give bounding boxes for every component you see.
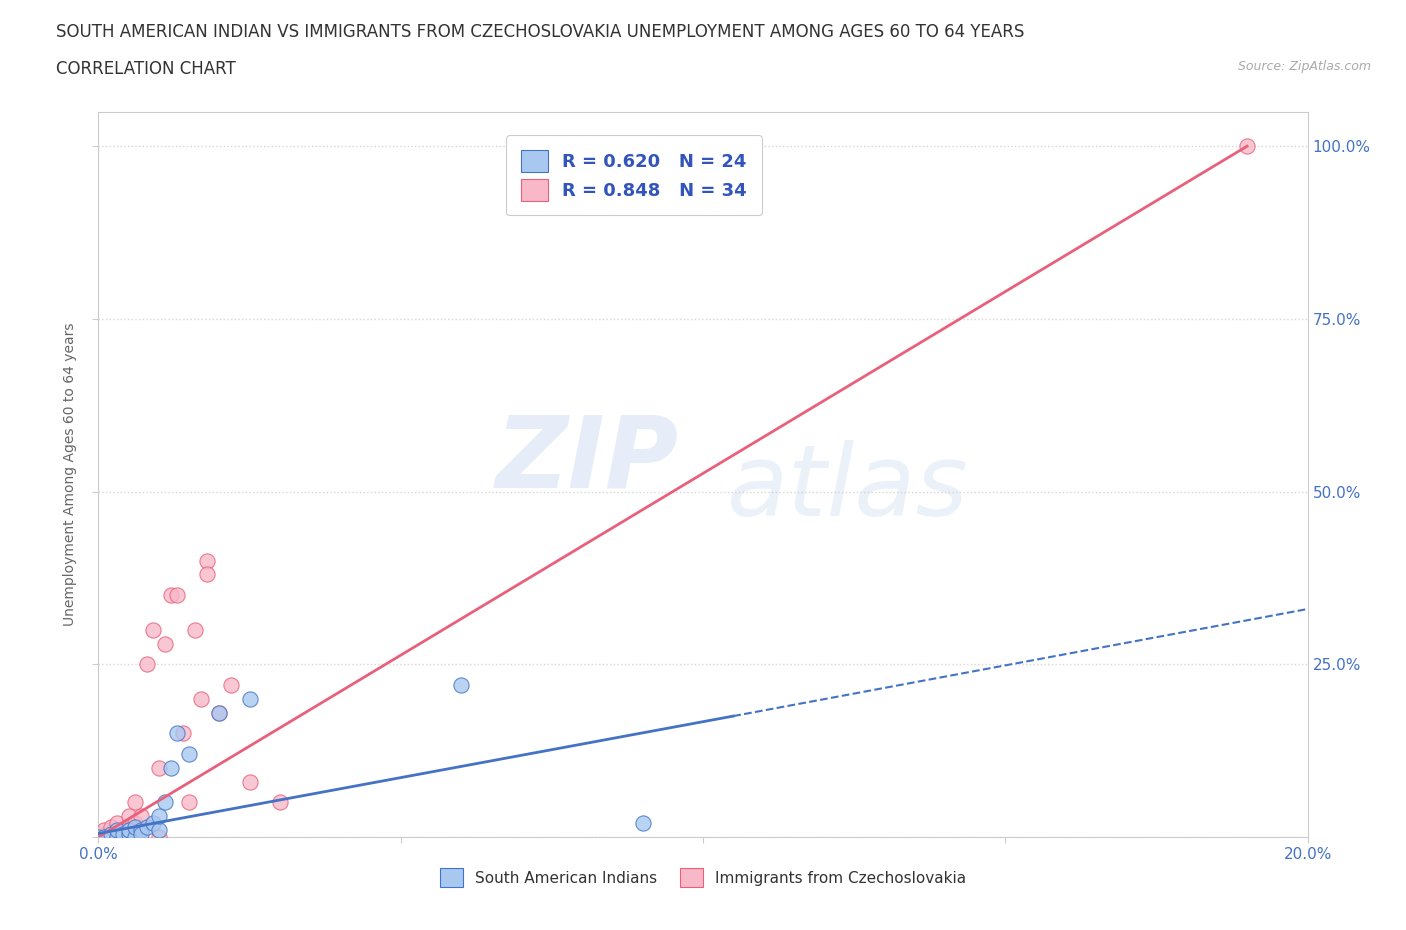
Point <box>208 705 231 720</box>
Point <box>93 830 115 844</box>
Text: ZIP: ZIP <box>496 411 679 509</box>
Point <box>105 816 128 830</box>
Text: atlas: atlas <box>727 440 969 538</box>
Point <box>129 809 152 824</box>
Point <box>190 691 212 706</box>
Point <box>87 826 110 841</box>
Point <box>124 830 146 844</box>
Point <box>184 622 207 637</box>
Legend: South American Indians, Immigrants from Czechoslovakia: South American Indians, Immigrants from … <box>432 861 974 895</box>
Text: Source: ZipAtlas.com: Source: ZipAtlas.com <box>1237 60 1371 73</box>
Point <box>105 830 128 844</box>
Point <box>93 830 115 844</box>
Point <box>118 826 141 841</box>
Point <box>129 826 152 841</box>
Point <box>118 823 141 838</box>
Point <box>148 761 170 776</box>
Point <box>148 823 170 838</box>
Point <box>105 826 128 841</box>
Point <box>179 747 201 762</box>
Point <box>166 726 188 741</box>
Point <box>135 657 157 671</box>
Point <box>118 819 141 834</box>
Point <box>172 726 194 741</box>
Point <box>142 622 165 637</box>
Point <box>1236 139 1258 153</box>
Text: SOUTH AMERICAN INDIAN VS IMMIGRANTS FROM CZECHOSLOVAKIA UNEMPLOYMENT AMONG AGES : SOUTH AMERICAN INDIAN VS IMMIGRANTS FROM… <box>56 23 1025 41</box>
Point <box>87 830 110 844</box>
Point <box>239 775 262 790</box>
Point <box>100 819 122 834</box>
Point <box>160 761 183 776</box>
Point <box>160 588 183 603</box>
Point <box>124 816 146 830</box>
Point <box>148 830 170 844</box>
Point <box>129 823 152 838</box>
Y-axis label: Unemployment Among Ages 60 to 64 years: Unemployment Among Ages 60 to 64 years <box>63 323 77 626</box>
Point <box>100 826 122 841</box>
Point <box>239 691 262 706</box>
Point <box>195 567 218 582</box>
Point <box>142 816 165 830</box>
Point <box>166 588 188 603</box>
Point <box>153 636 176 651</box>
Point <box>105 823 128 838</box>
Point <box>118 809 141 824</box>
Point <box>153 795 176 810</box>
Point <box>111 823 134 838</box>
Point <box>124 819 146 834</box>
Point <box>631 816 654 830</box>
Point <box>100 826 122 841</box>
Point <box>208 705 231 720</box>
Point <box>124 795 146 810</box>
Point <box>195 553 218 568</box>
Point <box>111 826 134 841</box>
Point <box>221 678 243 693</box>
Point <box>93 823 115 838</box>
Point <box>87 830 110 844</box>
Point <box>135 819 157 834</box>
Point <box>148 809 170 824</box>
Point <box>111 826 134 841</box>
Text: CORRELATION CHART: CORRELATION CHART <box>56 60 236 78</box>
Point <box>269 795 291 810</box>
Point <box>450 678 472 693</box>
Point <box>179 795 201 810</box>
Point <box>129 823 152 838</box>
